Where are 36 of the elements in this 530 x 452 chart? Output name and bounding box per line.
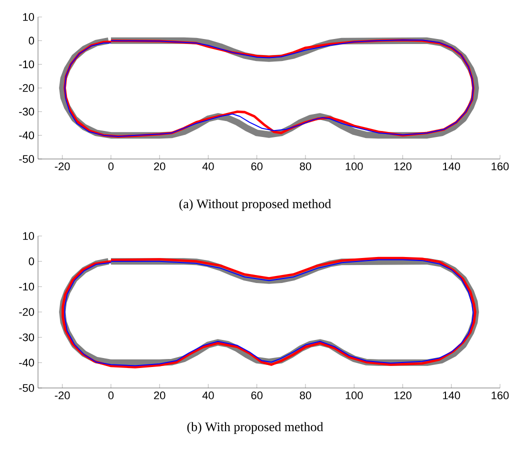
x-tick-label: 80 bbox=[300, 392, 312, 400]
x-tick-label: 100 bbox=[346, 392, 363, 400]
x-tick-label: 140 bbox=[443, 392, 460, 400]
x-tick-label: 120 bbox=[394, 162, 412, 170]
text: (b) With proposed method bbox=[187, 422, 324, 434]
x-tick-label: 0 bbox=[108, 392, 114, 400]
y-tick-label: -10 bbox=[19, 60, 34, 68]
y-tick-label: -50 bbox=[19, 384, 34, 392]
text: (a) Without proposed method bbox=[179, 199, 332, 211]
x-tick-label: 60 bbox=[251, 162, 263, 170]
y-tick-label: 0 bbox=[28, 257, 34, 266]
y-tick-label: -50 bbox=[19, 155, 34, 163]
x-tick-label: 140 bbox=[443, 162, 460, 170]
x-tick-label: 40 bbox=[202, 392, 214, 400]
x-tick-label: 160 bbox=[492, 392, 509, 400]
y-tick-label: -30 bbox=[19, 333, 34, 342]
y-tick-label: 10 bbox=[23, 232, 34, 240]
x-tick-label: 20 bbox=[154, 392, 166, 400]
y-tick-label: -10 bbox=[19, 282, 34, 291]
x-tick-label: -20 bbox=[54, 162, 70, 170]
y-tick-label: 10 bbox=[23, 13, 34, 21]
x-tick-label: 160 bbox=[492, 162, 509, 170]
y-tick-label: -20 bbox=[19, 84, 34, 92]
x-tick-label: 0 bbox=[108, 162, 114, 170]
x-tick-label: 40 bbox=[202, 162, 214, 170]
x-tick-label: 80 bbox=[300, 162, 312, 170]
x-tick-label: 100 bbox=[346, 162, 363, 170]
x-tick-label: -20 bbox=[54, 392, 70, 400]
x-tick-label: 20 bbox=[154, 162, 166, 170]
y-tick-label: -20 bbox=[19, 308, 34, 316]
y-tick-label: -30 bbox=[19, 108, 34, 116]
y-tick-label: -40 bbox=[19, 131, 34, 140]
x-tick-label: 120 bbox=[394, 392, 412, 400]
y-tick-label: -40 bbox=[19, 358, 34, 367]
y-tick-label: 0 bbox=[28, 36, 34, 45]
x-tick-label: 60 bbox=[251, 392, 263, 400]
